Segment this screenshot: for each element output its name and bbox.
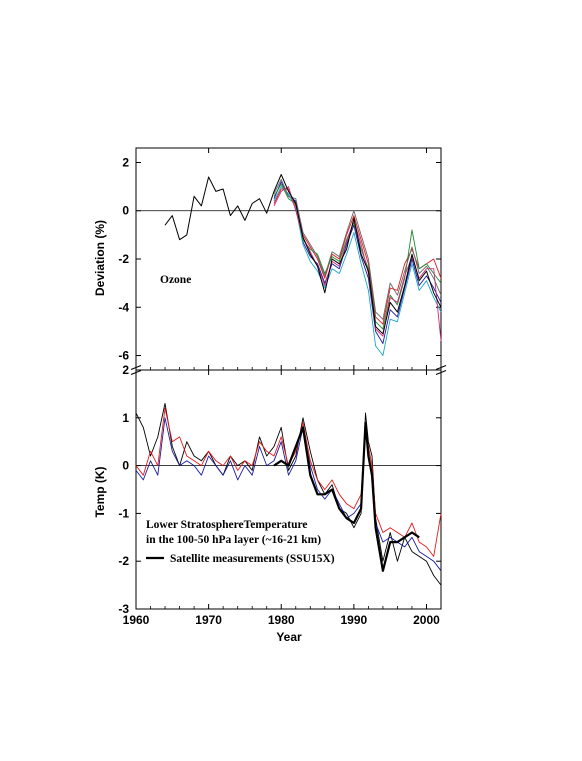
series-line-temp-3 — [135, 407, 442, 557]
x-axis-label: Year — [276, 630, 302, 644]
y-tick-label: 0 — [122, 459, 129, 473]
y-tick-label: 0 — [122, 204, 129, 218]
x-tick-label: 1970 — [195, 613, 222, 627]
y-tick-label: 1 — [122, 411, 129, 425]
x-tick-label: 1990 — [341, 613, 368, 627]
axis-break-mark — [130, 365, 142, 370]
series-line-ozone-6 — [273, 178, 442, 320]
y-tick-label: 2 — [122, 363, 129, 377]
series-line-ozone-5 — [273, 186, 442, 342]
panel-frame — [135, 147, 442, 371]
series-line-temp-2 — [135, 417, 442, 572]
x-tick-label: 1980 — [268, 613, 295, 627]
y-tick-label: -1 — [118, 506, 129, 520]
series-line-ozone-2 — [273, 188, 442, 325]
ozone-annotation: Ozone — [160, 274, 191, 286]
bottom-y-axis-label: Temp (K) — [93, 466, 107, 517]
series-line-ozone-0 — [164, 174, 442, 335]
series-line-ozone-4 — [273, 183, 442, 330]
series-line-ozone-3 — [273, 186, 442, 356]
series-line-temp-0 — [273, 421, 420, 572]
axis-break-mark — [130, 370, 142, 375]
temperature-annotation-line-2: in the 100-50 hPa layer (~16-21 km) — [146, 534, 321, 546]
top-y-axis-label: Deviation (%) — [93, 220, 107, 296]
y-tick-label: 2 — [122, 155, 129, 169]
y-tick-label: -6 — [118, 349, 129, 363]
y-tick-label: -2 — [118, 252, 129, 266]
y-tick-label: -2 — [118, 554, 129, 568]
legend-label: Satellite measurements (SSU15X) — [170, 553, 335, 565]
x-tick-label: 2000 — [413, 613, 440, 627]
ozone-panel: 2 0 -2 -4 -6 — [118, 147, 442, 371]
panel-frame — [135, 369, 442, 610]
x-tick-label: 1960 — [123, 613, 150, 627]
axis-break-mark — [435, 370, 447, 375]
y-tick-label: -4 — [118, 300, 129, 314]
temperature-annotation-line-1: Lower StratosphereTemperature — [146, 519, 308, 531]
series-line-temp-1 — [135, 403, 442, 586]
y-tick-label: -3 — [118, 602, 129, 616]
axis-break-mark — [435, 365, 447, 370]
